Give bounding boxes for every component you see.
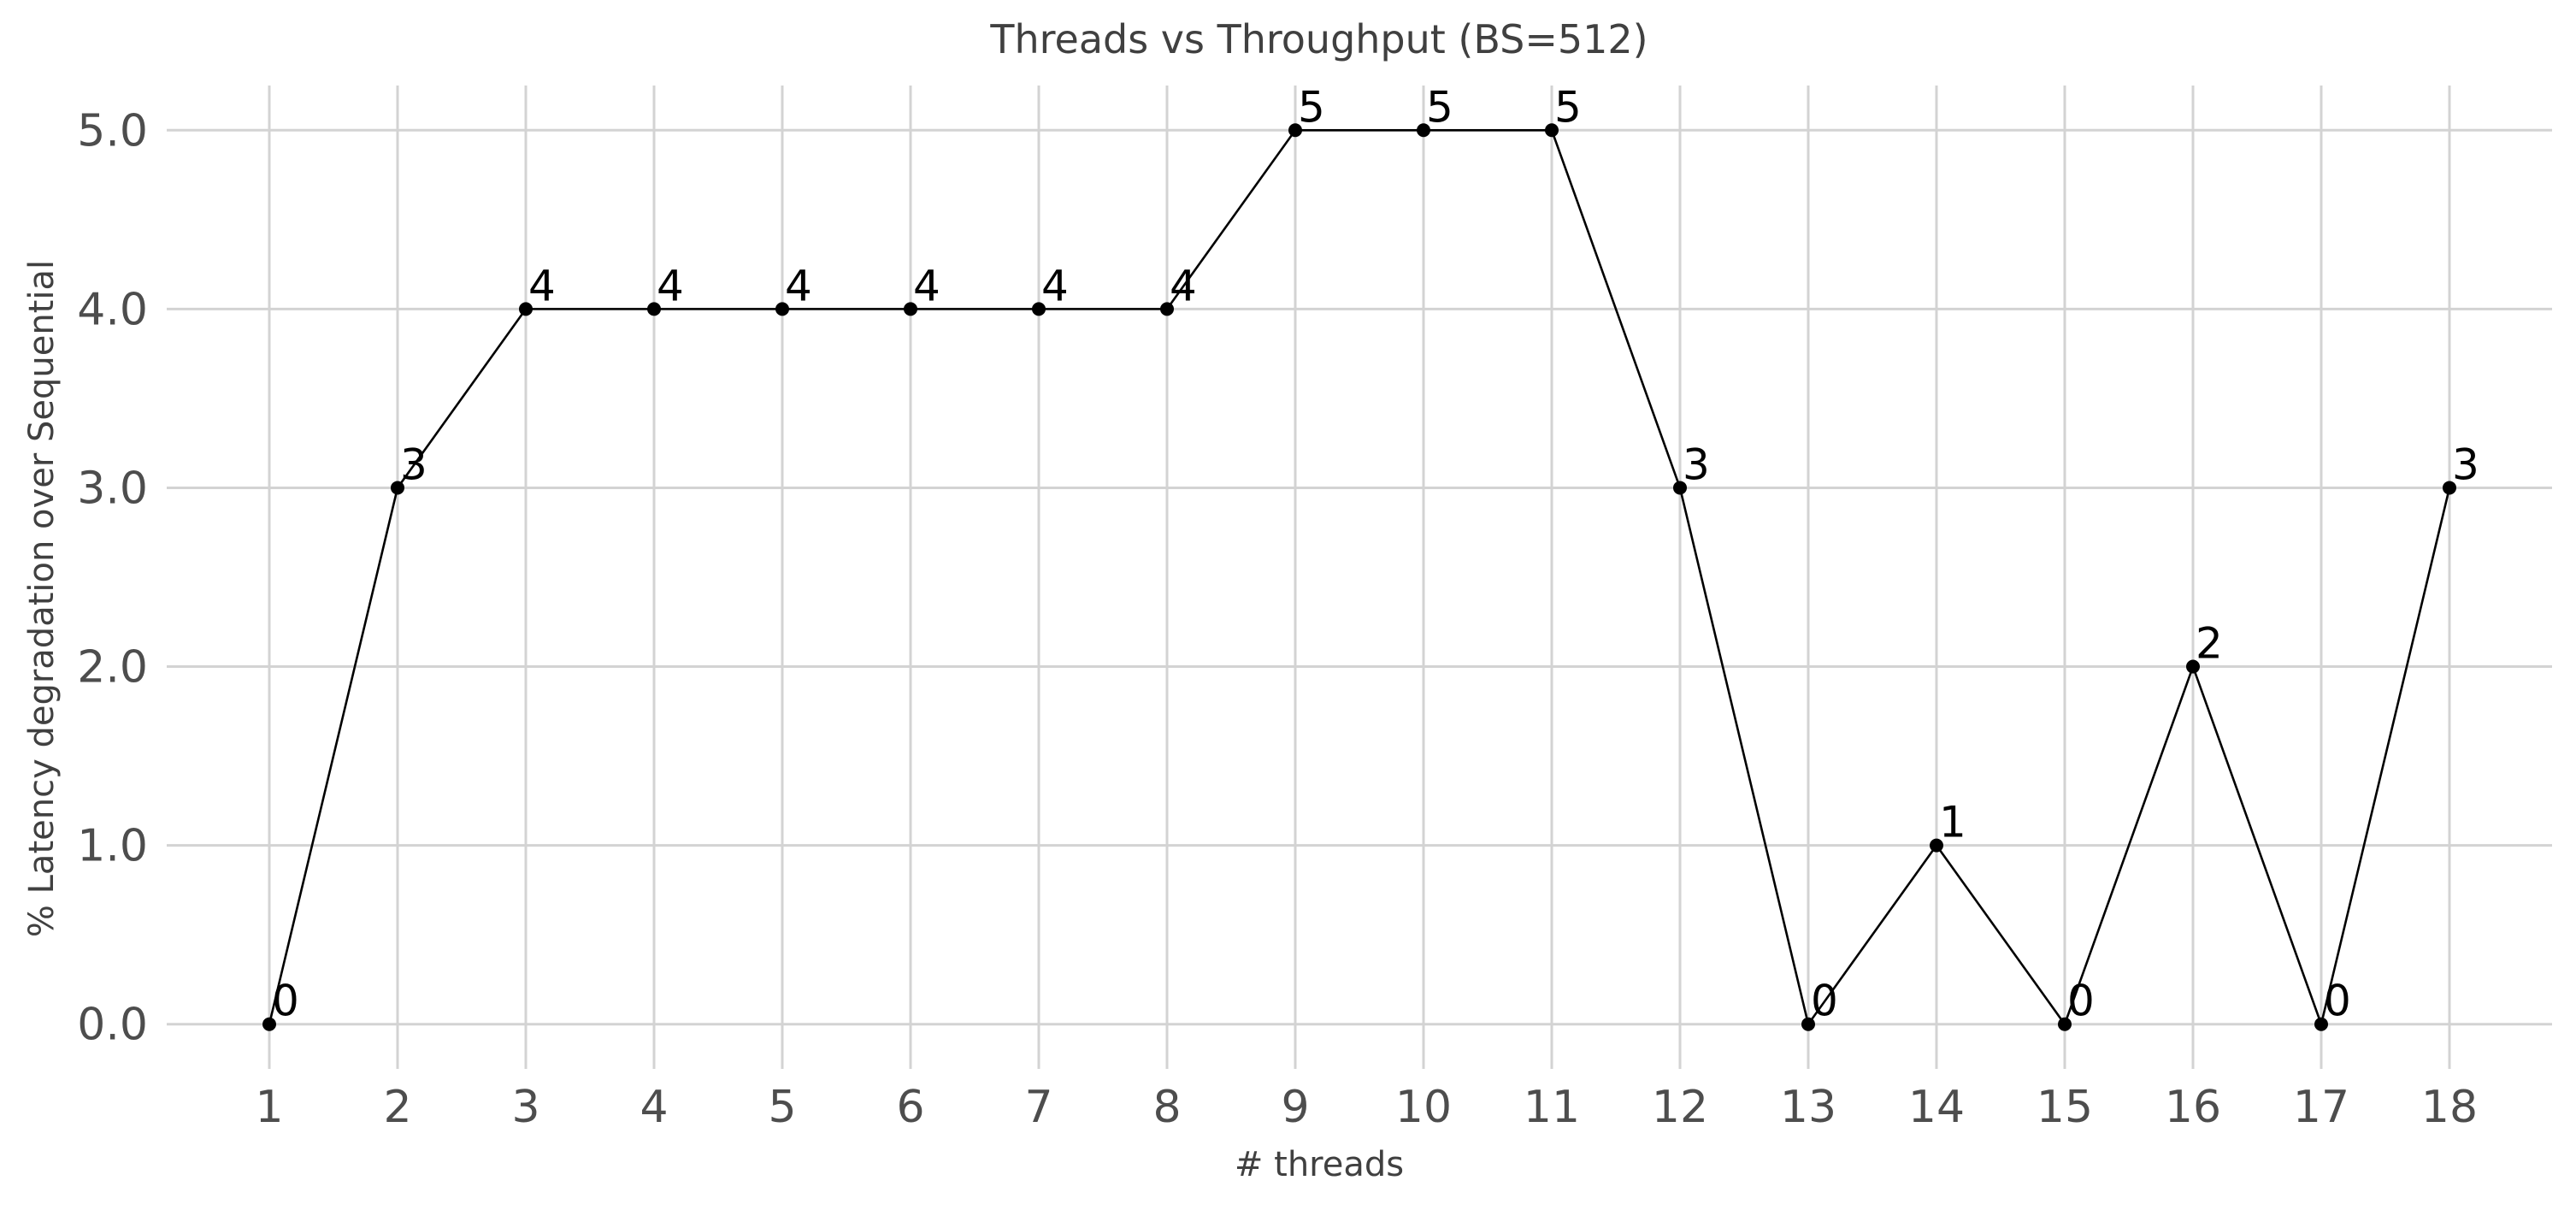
y-tick-label: 3.0 <box>77 463 148 514</box>
tick-label-layer: 1 2 3 4 5 6 7 8 9 10 11 12 13 14 15 16 17 180.01.02.03.04… <box>77 105 2478 1133</box>
data-point <box>1032 302 1046 316</box>
data-label: 4 <box>1041 261 1069 310</box>
data-point <box>1160 302 1174 316</box>
data-point <box>2186 659 2200 674</box>
data-label: 0 <box>2324 977 2351 1026</box>
data-label: 0 <box>272 977 299 1026</box>
data-label: 1 <box>1939 798 1966 847</box>
data-point <box>2443 481 2456 495</box>
x-tick-label: 12 <box>1652 1082 1708 1133</box>
x-tick-label: 2 <box>383 1082 411 1133</box>
data-label: 3 <box>400 440 427 489</box>
data-label: 5 <box>1426 82 1453 132</box>
data-label: 3 <box>1683 440 1710 489</box>
data-point <box>2058 1017 2072 1031</box>
x-tick-label: 8 <box>1152 1082 1181 1133</box>
data-point <box>1417 123 1430 138</box>
y-tick-label: 0.0 <box>77 1000 148 1051</box>
data-point <box>262 1017 276 1031</box>
data-point <box>647 302 661 316</box>
data-point <box>519 302 533 316</box>
x-tick-label: 16 <box>2165 1082 2221 1133</box>
x-tick-label: 15 <box>2037 1082 2093 1133</box>
data-label: 4 <box>657 261 684 310</box>
data-label: 5 <box>1554 82 1582 132</box>
x-tick-label: 18 <box>2421 1082 2478 1133</box>
x-tick-label: 6 <box>896 1082 924 1133</box>
data-point <box>391 481 404 495</box>
data-point <box>2314 1017 2328 1031</box>
x-tick-label: 4 <box>640 1082 668 1133</box>
data-point <box>1545 123 1559 138</box>
data-label: 4 <box>1170 261 1197 310</box>
y-tick-label: 1.0 <box>77 821 148 872</box>
chart-title: Threads vs Throughput (BS=512) <box>989 16 1648 62</box>
data-point <box>1673 481 1687 495</box>
data-label: 4 <box>913 261 940 310</box>
x-tick-label: 13 <box>1780 1082 1836 1133</box>
series-line <box>268 128 2451 1029</box>
x-tick-label: 11 <box>1524 1082 1580 1133</box>
data-point <box>904 302 917 316</box>
data-label: 0 <box>2067 977 2095 1026</box>
data-point <box>775 302 789 316</box>
data-point <box>1288 123 1302 138</box>
x-tick-label: 17 <box>2293 1082 2349 1133</box>
x-tick-label: 10 <box>1395 1082 1452 1133</box>
y-tick-label: 5.0 <box>77 105 148 156</box>
x-tick-label: 14 <box>1908 1082 1965 1133</box>
x-tick-label: 7 <box>1024 1082 1052 1133</box>
y-tick-label: 2.0 <box>77 642 148 694</box>
data-label: 5 <box>1298 82 1325 132</box>
data-label: 4 <box>785 261 812 310</box>
x-tick-label: 3 <box>511 1082 539 1133</box>
data-label: 3 <box>2452 440 2479 489</box>
data-point <box>1930 838 1943 853</box>
series-layer <box>262 123 2456 1031</box>
data-point <box>1801 1017 1815 1031</box>
data-label: 2 <box>2196 619 2223 669</box>
x-tick-label: 1 <box>255 1082 283 1133</box>
y-tick-label: 4.0 <box>77 284 148 335</box>
x-tick-label: 5 <box>768 1082 796 1133</box>
gridlines <box>167 86 2552 1069</box>
data-label-layer: 0 3 4 4 4 4 4 4 5 5 5 3 0 1 0 2 0 3 <box>272 82 2479 1025</box>
x-tick-label: 9 <box>1281 1082 1309 1133</box>
x-axis-label: # threads <box>1235 1145 1404 1184</box>
y-axis-label: % Latency degradation over Sequential <box>22 260 62 937</box>
data-label: 0 <box>1811 977 1838 1026</box>
data-label: 4 <box>528 261 556 310</box>
